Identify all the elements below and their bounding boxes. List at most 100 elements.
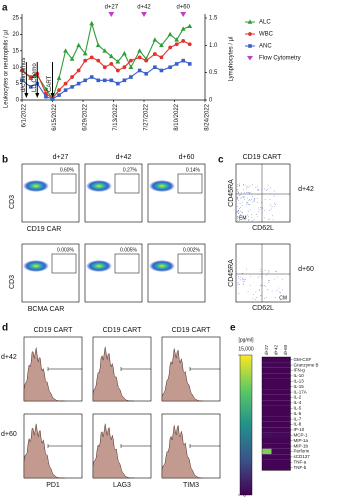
heatmap-cell: [271, 459, 281, 465]
event-dot: [238, 183, 240, 185]
event-dot: [240, 211, 242, 212]
marker: [56, 75, 62, 80]
marker: [20, 68, 24, 73]
marker: [180, 26, 186, 31]
heatmap-cell: [271, 411, 281, 417]
row-label: IP-10: [294, 427, 305, 432]
event-dot: [267, 189, 268, 190]
heatmap-cell: [262, 438, 272, 444]
heatmap-cell: [262, 432, 272, 438]
event-dot: [246, 268, 247, 270]
heatmap-cell: [271, 432, 281, 438]
row-label: TNF-b: [294, 465, 307, 470]
event-dot: [276, 290, 278, 291]
event-dot: [269, 280, 270, 281]
event-dot: [245, 202, 247, 204]
colorbar-tick-label: 0: [243, 492, 246, 498]
marker: [187, 42, 192, 47]
event-dot: [249, 284, 251, 286]
gate: [189, 367, 220, 371]
event-dot: [238, 209, 239, 211]
event-dot: [264, 270, 266, 271]
gate: [51, 253, 77, 274]
event-dot: [260, 284, 262, 286]
marker: [122, 78, 127, 83]
event-dot: [278, 291, 280, 293]
marker: [83, 58, 88, 63]
marker: [144, 58, 149, 63]
marker: [108, 53, 114, 59]
event-dot: [271, 290, 273, 292]
event-dot: [243, 280, 245, 282]
event-dot: [272, 215, 273, 217]
event-dot: [253, 219, 255, 221]
marker: [95, 42, 101, 48]
event-dot: [269, 218, 271, 220]
event-dot: [253, 201, 255, 202]
event-dot: [241, 273, 243, 274]
event-dot: [259, 209, 261, 211]
event-dot: [247, 210, 249, 212]
event-dot: [259, 289, 260, 291]
marker: [121, 50, 127, 56]
y-tick-label: 10: [12, 65, 19, 71]
heatmap-cell: [281, 357, 291, 363]
event-dot: [243, 184, 245, 186]
marker: [159, 42, 164, 48]
y2-tick-label: 1.5: [209, 16, 218, 22]
cell-population: [23, 180, 49, 192]
heatmap-cell: [271, 405, 281, 411]
marker: [167, 31, 173, 37]
marker: [159, 68, 164, 73]
marker: [63, 48, 68, 53]
column-label: d+42: [273, 344, 278, 355]
event-dot: [250, 276, 251, 277]
column-title: CD19 CART: [172, 327, 211, 334]
x-axis-label: CD19 CAR: [27, 226, 62, 233]
event-dot: [255, 214, 257, 216]
heatmap-cell: [271, 454, 281, 460]
event-dot: [251, 193, 253, 195]
y-tick-label: 25: [12, 16, 19, 22]
marker: [129, 58, 133, 63]
heatmap-cell: [281, 416, 291, 422]
y-axis-label: CD3: [9, 275, 16, 289]
heatmap-cell: [271, 427, 281, 433]
event-dot: [275, 271, 277, 272]
event-dot: [251, 214, 253, 216]
event-dot: [237, 197, 238, 199]
row-label: MIP-1a: [294, 438, 309, 443]
event-dot: [285, 295, 287, 297]
heatmap-cell: [271, 438, 281, 444]
row-label: IL-2: [294, 395, 302, 400]
marker: [115, 68, 120, 73]
event-dot: [254, 198, 255, 199]
event-dot: [247, 291, 249, 292]
event-dot: [245, 184, 247, 186]
heatmap-cell: [262, 421, 272, 428]
heatmap-cell: [281, 373, 291, 379]
row-label: IL-4: [294, 400, 302, 405]
event-dot: [270, 208, 272, 210]
event-dot: [239, 207, 241, 209]
event-dot: [258, 207, 259, 209]
event-dot: [240, 206, 242, 208]
event-dot: [268, 270, 270, 272]
heatmap-cell: [281, 459, 291, 465]
legend-label: ALC: [259, 20, 271, 26]
heatmap-cell: [281, 448, 291, 455]
event-dot: [259, 271, 261, 273]
row-label: d+42: [298, 186, 314, 193]
heatmap-cell: [262, 405, 272, 411]
row-label: sCD137: [294, 454, 311, 459]
event-dot: [251, 217, 253, 218]
cell-population: [86, 180, 112, 192]
event-dot: [246, 204, 248, 205]
arrow-head: [24, 93, 29, 98]
marker: [96, 58, 101, 63]
heatmap-cell: [262, 411, 272, 417]
event-dot: [264, 188, 265, 190]
event-dot: [237, 192, 239, 194]
heatmap-cell: [281, 465, 291, 471]
marker: [137, 68, 142, 73]
